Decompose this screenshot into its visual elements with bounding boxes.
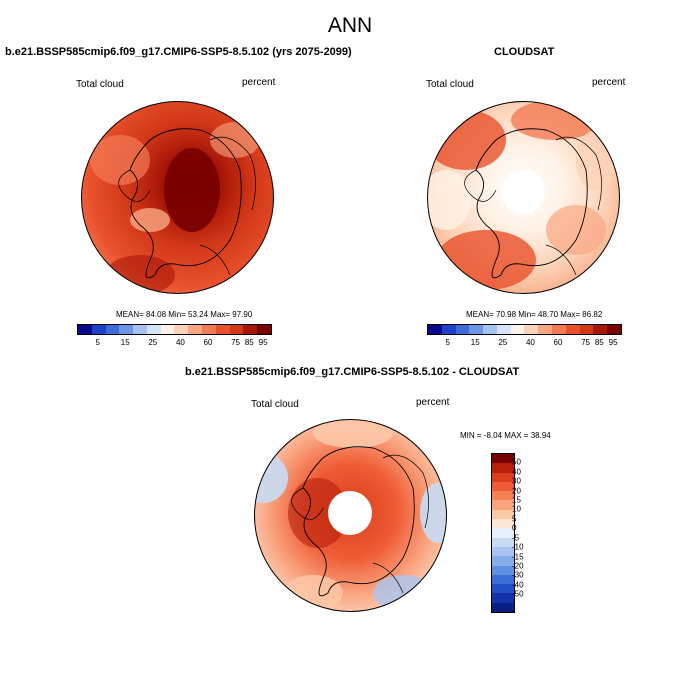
colorbar-diff-box-10	[492, 546, 514, 557]
colorbar-2-ticks-label: 15	[470, 338, 480, 347]
colorbar-diff-box-16	[492, 602, 514, 613]
colorbar-2-box-4	[483, 325, 497, 334]
colorbar-1-ticks-label: 40	[175, 338, 185, 347]
colorbar-2-ticks: 5 15 25 40 60 75 85 95	[427, 338, 620, 350]
colorbar-diff-tick-label: -40	[512, 580, 524, 590]
panel-2-title: CLOUDSAT	[494, 46, 555, 58]
colorbar-diff-tick-label: 40	[512, 467, 521, 477]
panel-3-units-label: percent	[416, 397, 450, 408]
colorbar-diff-box-0	[492, 454, 514, 464]
panel-1-stats: MEAN= 84.08 Min= 53.24 Max= 97.90	[116, 310, 253, 319]
colorbar-2-box-1	[441, 325, 456, 334]
colorbar-diff-box-8	[492, 528, 514, 538]
panel-2-stats: MEAN= 70.98 Min= 48.70 Max= 86.82	[466, 310, 603, 319]
panel-1-units-label: percent	[242, 77, 276, 88]
colorbar-1-box-4	[133, 325, 147, 334]
colorbar-2-box-8	[538, 325, 553, 334]
colorbar-1-ticks-label: 60	[203, 338, 213, 347]
colorbar-2-ticks-label: 60	[553, 338, 563, 347]
colorbar-diff-tick-label: -10	[512, 542, 524, 552]
colorbar-1-box-10	[215, 325, 230, 334]
colorbar-2-ticks-label: 25	[498, 338, 508, 347]
panel-1-polar-map	[81, 101, 274, 294]
colorbar-diff-box-2	[492, 472, 514, 482]
colorbar-1-ticks-label: 25	[148, 338, 158, 347]
colorbar-diff-box-13	[492, 574, 514, 585]
colorbar-diff-tick-label: 30	[512, 476, 521, 486]
colorbar-diff-tick-label: -50	[512, 589, 524, 599]
colorbar-2-box-10	[565, 325, 580, 334]
colorbar-diff-tick-label: 0	[512, 523, 517, 533]
colorbar-diff-box-7	[492, 519, 514, 529]
colorbar-2-box-6	[510, 325, 525, 334]
colorbar-2	[427, 324, 622, 335]
colorbar-1-box-11	[229, 325, 244, 334]
panel-2-polar-map	[427, 101, 620, 294]
colorbar-2-box-5	[496, 325, 511, 334]
colorbar-diff-box-12	[492, 565, 514, 575]
colorbar-2-ticks-label: 5	[445, 338, 450, 347]
colorbar-1	[77, 324, 272, 335]
panel-1-left-label: Total cloud	[76, 79, 124, 90]
colorbar-diff-tick-label: -5	[512, 533, 520, 543]
panel-3-stats: MIN = -8.04 MAX = 38.94	[460, 431, 551, 440]
colorbar-1-box-6	[160, 325, 175, 334]
colorbar-1-box-5	[146, 325, 161, 334]
colorbar-diff-box-1	[492, 463, 514, 473]
colorbar-2-box-0	[428, 325, 442, 334]
colorbar-diff-box-5	[492, 500, 514, 510]
colorbar-1-ticks-label: 95	[258, 338, 268, 347]
panel-1-title: b.e21.BSSP585cmip6.f09_g17.CMIP6-SSP5-8.…	[5, 46, 352, 58]
panel-3-left-label: Total cloud	[251, 399, 299, 410]
panel-3-title: b.e21.BSSP585cmip6.f09_g17.CMIP6-SSP5-8.…	[185, 366, 520, 378]
colorbar-2-box-2	[455, 325, 470, 334]
colorbar-diff-box-6	[492, 509, 514, 520]
colorbar-diff-tick-label: 50	[512, 457, 521, 467]
colorbar-diff-box-4	[492, 491, 514, 501]
colorbar-diff-tick-label: 5	[512, 514, 517, 524]
colorbar-diff-tick-label: 15	[512, 495, 521, 505]
colorbar-diff-box-14	[492, 584, 514, 594]
panel-2-units-label: percent	[592, 77, 626, 88]
colorbar-1-box-0	[78, 325, 92, 334]
colorbar-1-box-8	[188, 325, 203, 334]
panel-2-left-label: Total cloud	[426, 79, 474, 90]
colorbar-2-ticks-label: 85	[594, 338, 604, 347]
colorbar-diff-tick-label: -30	[512, 570, 524, 580]
panel-3-polar-map	[254, 419, 447, 612]
colorbar-diff-tick-label: 20	[512, 486, 521, 496]
colorbar-2-box-12	[593, 325, 608, 334]
colorbar-diff-tick-label: 10	[512, 504, 521, 514]
colorbar-diff-box-15	[492, 593, 514, 603]
colorbar-1-ticks-label: 85	[244, 338, 254, 347]
colorbar-1-box-9	[202, 325, 216, 334]
colorbar-1-ticks: 5 15 25 40 60 75 85 95	[77, 338, 270, 350]
colorbar-1-box-3	[119, 325, 134, 334]
colorbar-2-box-3	[469, 325, 484, 334]
colorbar-1-box-2	[105, 325, 120, 334]
colorbar-diff-tick-label: -20	[512, 561, 524, 571]
main-title: ANN	[327, 14, 373, 37]
colorbar-2-ticks-label: 75	[581, 338, 590, 347]
colorbar-2-box-13	[607, 325, 621, 334]
colorbar-1-ticks-label: 15	[120, 338, 130, 347]
colorbar-diff-box-3	[492, 481, 514, 492]
colorbar-1-box-12	[243, 325, 258, 334]
colorbar-2-box-7	[524, 325, 539, 334]
colorbar-2-ticks-label: 95	[608, 338, 618, 347]
colorbar-diff-tick-label: -15	[512, 552, 524, 562]
colorbar-1-box-7	[174, 325, 189, 334]
colorbar-2-ticks-label: 40	[525, 338, 535, 347]
colorbar-2-box-11	[579, 325, 594, 334]
colorbar-diff-box-11	[492, 556, 514, 566]
colorbar-1-box-1	[91, 325, 106, 334]
colorbar-1-box-13	[257, 325, 271, 334]
colorbar-diff-box-9	[492, 537, 514, 547]
colorbar-diff-ticks: 50 40 30 20 15 10 5 0 -5 -10 -15 -20 -30 -40 -50	[512, 453, 542, 613]
colorbar-1-ticks-label: 5	[95, 338, 100, 347]
colorbar-1-ticks-label: 75	[231, 338, 240, 347]
colorbar-diff	[491, 453, 515, 613]
colorbar-2-box-9	[552, 325, 566, 334]
